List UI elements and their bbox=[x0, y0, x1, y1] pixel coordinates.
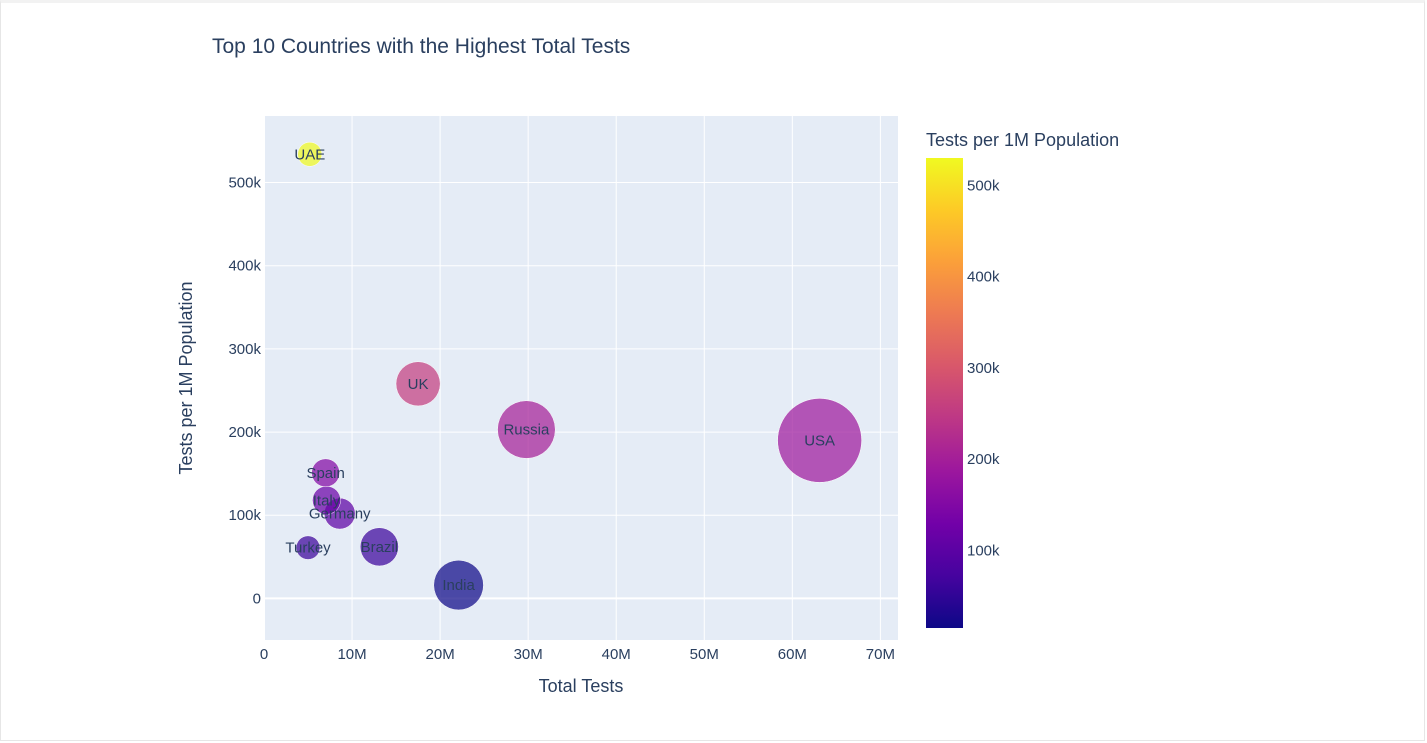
chart-title: Top 10 Countries with the Highest Total … bbox=[212, 35, 630, 58]
bubble-label: Spain bbox=[306, 465, 344, 482]
x-tick-label: 10M bbox=[337, 646, 366, 663]
colorbar bbox=[926, 158, 963, 628]
colorbar-tick-label: 400k bbox=[967, 269, 1000, 286]
bubble-label: USA bbox=[804, 432, 835, 449]
bubble-label: UK bbox=[408, 376, 429, 393]
bubble-label: UAE bbox=[294, 146, 325, 163]
bubble-label: India bbox=[442, 577, 475, 594]
x-tick-label: 0 bbox=[260, 646, 268, 663]
x-tick-label: 60M bbox=[778, 646, 807, 663]
colorbar-tick-label: 200k bbox=[967, 451, 1000, 468]
colorbar-title: Tests per 1M Population bbox=[926, 130, 1119, 150]
bubble-label: Turkey bbox=[285, 540, 331, 557]
y-tick-label: 100k bbox=[228, 507, 261, 524]
bubble-label: Italy bbox=[313, 492, 341, 509]
x-axis-ticks: 0 10M 20M 30M 40M 50M 60M 70M bbox=[260, 646, 895, 663]
y-tick-label: 500k bbox=[228, 175, 261, 192]
bubble-label: Russia bbox=[503, 422, 550, 439]
x-tick-label: 20M bbox=[426, 646, 455, 663]
bubble[interactable] bbox=[433, 559, 484, 611]
y-tick-label: 300k bbox=[228, 341, 261, 358]
x-tick-label: 70M bbox=[866, 646, 895, 663]
y-tick-label: 400k bbox=[228, 258, 261, 275]
bubble[interactable] bbox=[295, 535, 321, 560]
colorbar-ticks: 100k 200k 300k 400k 500k bbox=[967, 177, 1000, 559]
x-axis-title: Total Tests bbox=[539, 676, 624, 696]
bubble-label: Germany bbox=[309, 506, 371, 523]
bubble[interactable] bbox=[311, 458, 340, 488]
bubble[interactable] bbox=[395, 361, 441, 407]
x-tick-label: 40M bbox=[602, 646, 631, 663]
bubble[interactable] bbox=[497, 400, 556, 459]
bubble[interactable] bbox=[777, 398, 862, 483]
y-axis-title: Tests per 1M Population bbox=[176, 281, 196, 474]
bubble[interactable] bbox=[297, 141, 323, 167]
x-tick-label: 50M bbox=[690, 646, 719, 663]
bubble-label: Brazil bbox=[361, 539, 399, 556]
y-axis-ticks: 0 100k 200k 300k 400k 500k bbox=[228, 175, 261, 608]
y-tick-label: 0 bbox=[253, 590, 261, 607]
plot-area bbox=[264, 116, 898, 640]
x-tick-label: 30M bbox=[514, 646, 543, 663]
colorbar-tick-label: 500k bbox=[967, 177, 1000, 194]
bubble[interactable] bbox=[359, 527, 399, 567]
colorbar-tick-label: 300k bbox=[967, 360, 1000, 377]
colorbar-tick-label: 100k bbox=[967, 542, 1000, 559]
y-tick-label: 200k bbox=[228, 424, 261, 441]
